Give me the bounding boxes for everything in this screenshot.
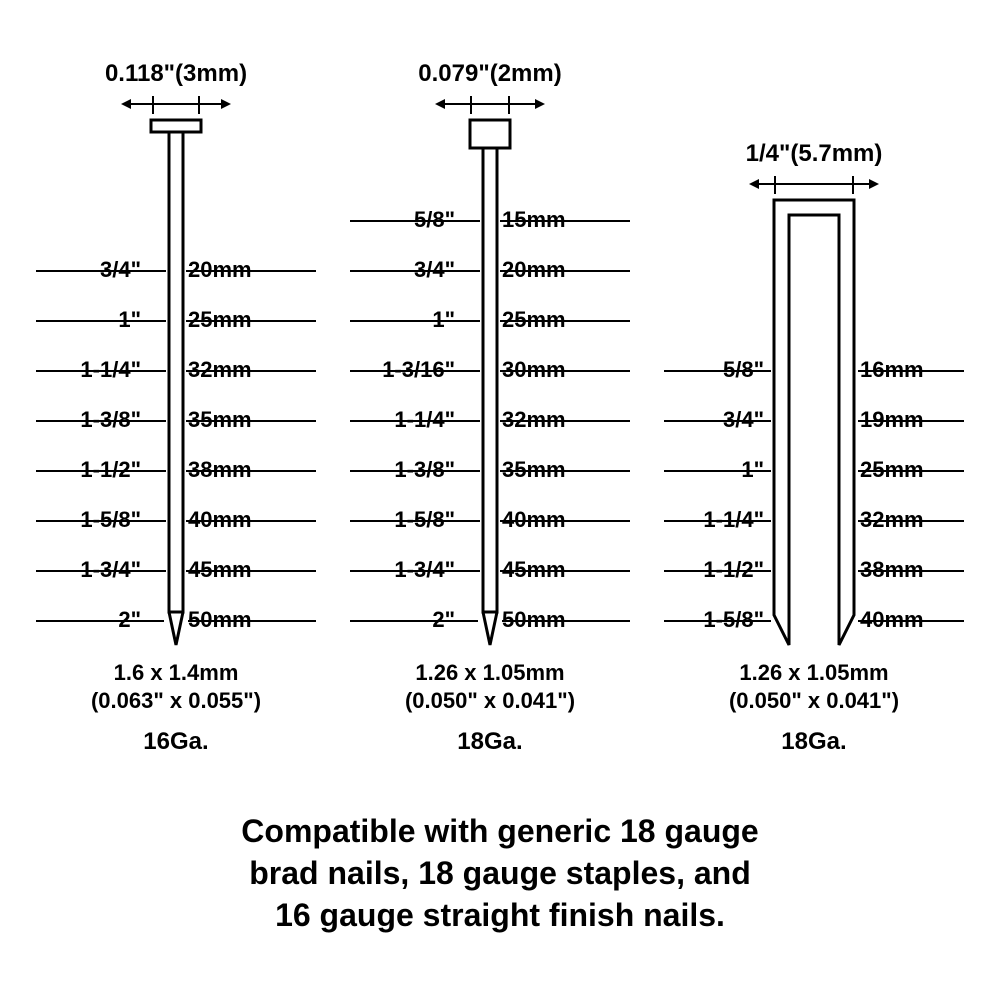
staple-spec-mm: 1.26 x 1.05mm [664, 660, 964, 686]
measure-line [36, 320, 166, 322]
nail1-width-label: 0.118"(3mm) [86, 60, 266, 88]
arrow-line [445, 103, 535, 105]
tick [198, 96, 200, 114]
arrow-left-icon [435, 99, 445, 109]
measure-line [186, 420, 316, 422]
measure-line [188, 620, 316, 622]
measure-line [36, 620, 164, 622]
measure-line [350, 220, 480, 222]
measure-line [350, 520, 480, 522]
nail2-shape [350, 115, 630, 675]
measure-line [858, 470, 964, 472]
arrow-line [131, 103, 221, 105]
measure-line [500, 320, 630, 322]
nail2-gauge: 18Ga. [350, 728, 630, 756]
measure-line [186, 370, 316, 372]
measure-line [664, 420, 771, 422]
measure-line [500, 470, 630, 472]
measure-line [350, 370, 480, 372]
arrow-left-icon [121, 99, 131, 109]
diagram-container: 0.118"(3mm) 3/4" 20mm 1" 25mm 1-1/4" [0, 0, 1000, 1000]
measure-line [500, 270, 630, 272]
nail-16ga-group: 0.118"(3mm) 3/4" 20mm 1" 25mm 1-1/4" [36, 60, 316, 740]
measure-line [186, 570, 316, 572]
footer-text: Compatible with generic 18 gauge brad na… [0, 810, 1000, 936]
nail2-spec-inch: (0.050" x 0.041") [350, 688, 630, 714]
footer-line3: 16 gauge straight finish nails. [0, 894, 1000, 936]
nail1-shape [36, 115, 316, 675]
measure-line [350, 320, 480, 322]
measure-line [350, 570, 480, 572]
arrow-right-icon [535, 99, 545, 109]
nail1-gauge: 16Ga. [36, 728, 316, 756]
staple-spec-inch: (0.050" x 0.041") [664, 688, 964, 714]
measure-line [858, 520, 964, 522]
measure-line [500, 520, 630, 522]
measure-line [500, 420, 630, 422]
measure-line [500, 570, 630, 572]
tick [152, 96, 154, 114]
footer-line2: brad nails, 18 gauge staples, and [0, 852, 1000, 894]
staple-18ga-group: 1/4"(5.7mm) 5/8" 16mm 3/4" 19mm 1" 25mm [664, 60, 964, 740]
footer-line1: Compatible with generic 18 gauge [0, 810, 1000, 852]
measure-line [186, 520, 316, 522]
measure-line [858, 620, 964, 622]
measure-line [36, 370, 166, 372]
measure-line [664, 620, 771, 622]
measure-line [664, 520, 771, 522]
nail1-spec-inch: (0.063" x 0.055") [36, 688, 316, 714]
nail1-spec-mm: 1.6 x 1.4mm [36, 660, 316, 686]
nail-18ga-group: 0.079"(2mm) 5/8" 15mm 3/4" 20mm 1" 25mm [350, 60, 630, 740]
measure-line [186, 270, 316, 272]
nail2-spec-mm: 1.26 x 1.05mm [350, 660, 630, 686]
measure-line [500, 370, 630, 372]
measure-line [858, 370, 964, 372]
measure-line [350, 620, 478, 622]
arrow-right-icon [221, 99, 231, 109]
measure-line [664, 370, 771, 372]
measure-line [858, 570, 964, 572]
measure-line [36, 270, 166, 272]
measure-line [186, 320, 316, 322]
staple-gauge: 18Ga. [664, 728, 964, 756]
measure-line [664, 470, 771, 472]
measure-line [36, 420, 166, 422]
nail2-width-label: 0.079"(2mm) [400, 60, 580, 88]
measure-line [186, 470, 316, 472]
measure-line [858, 420, 964, 422]
measure-line [36, 470, 166, 472]
staple-shape [664, 115, 964, 675]
measure-line [500, 220, 630, 222]
tick [508, 96, 510, 114]
tick [470, 96, 472, 114]
measure-line [36, 520, 166, 522]
measure-line [502, 620, 630, 622]
measure-line [350, 270, 480, 272]
measure-line [664, 570, 771, 572]
measure-line [350, 470, 480, 472]
measure-line [36, 570, 166, 572]
measure-line [350, 420, 480, 422]
